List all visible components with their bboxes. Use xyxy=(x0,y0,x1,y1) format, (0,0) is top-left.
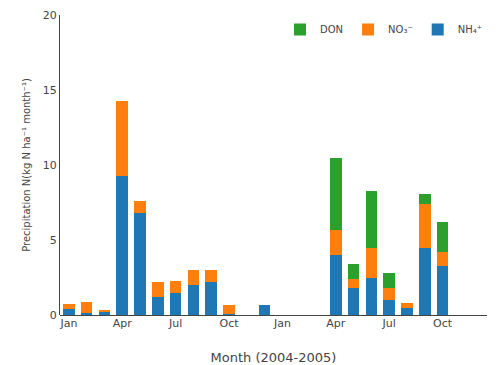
svg-text:Month (2004-2005): Month (2004-2005) xyxy=(211,350,337,365)
svg-text:Jan: Jan xyxy=(273,317,291,330)
svg-text:Jul: Jul xyxy=(168,317,182,330)
svg-text:0: 0 xyxy=(50,309,57,322)
svg-text:Oct: Oct xyxy=(433,317,453,330)
svg-text:DON: DON xyxy=(320,24,343,35)
svg-text:Precipitation N(kg N ha⁻¹ mont: Precipitation N(kg N ha⁻¹ month⁻¹) xyxy=(21,78,32,252)
svg-text:20: 20 xyxy=(43,9,57,22)
svg-text:5: 5 xyxy=(50,234,57,247)
svg-text:Apr: Apr xyxy=(113,317,133,330)
svg-text:Apr: Apr xyxy=(326,317,346,330)
svg-text:Jul: Jul xyxy=(382,317,396,330)
svg-text:NO₃⁻: NO₃⁻ xyxy=(388,24,413,35)
svg-text:Oct: Oct xyxy=(220,317,240,330)
svg-text:15: 15 xyxy=(43,84,57,97)
svg-text:Jan: Jan xyxy=(59,317,77,330)
svg-text:NH₄⁺: NH₄⁺ xyxy=(458,24,482,35)
svg-text:10: 10 xyxy=(43,159,57,172)
